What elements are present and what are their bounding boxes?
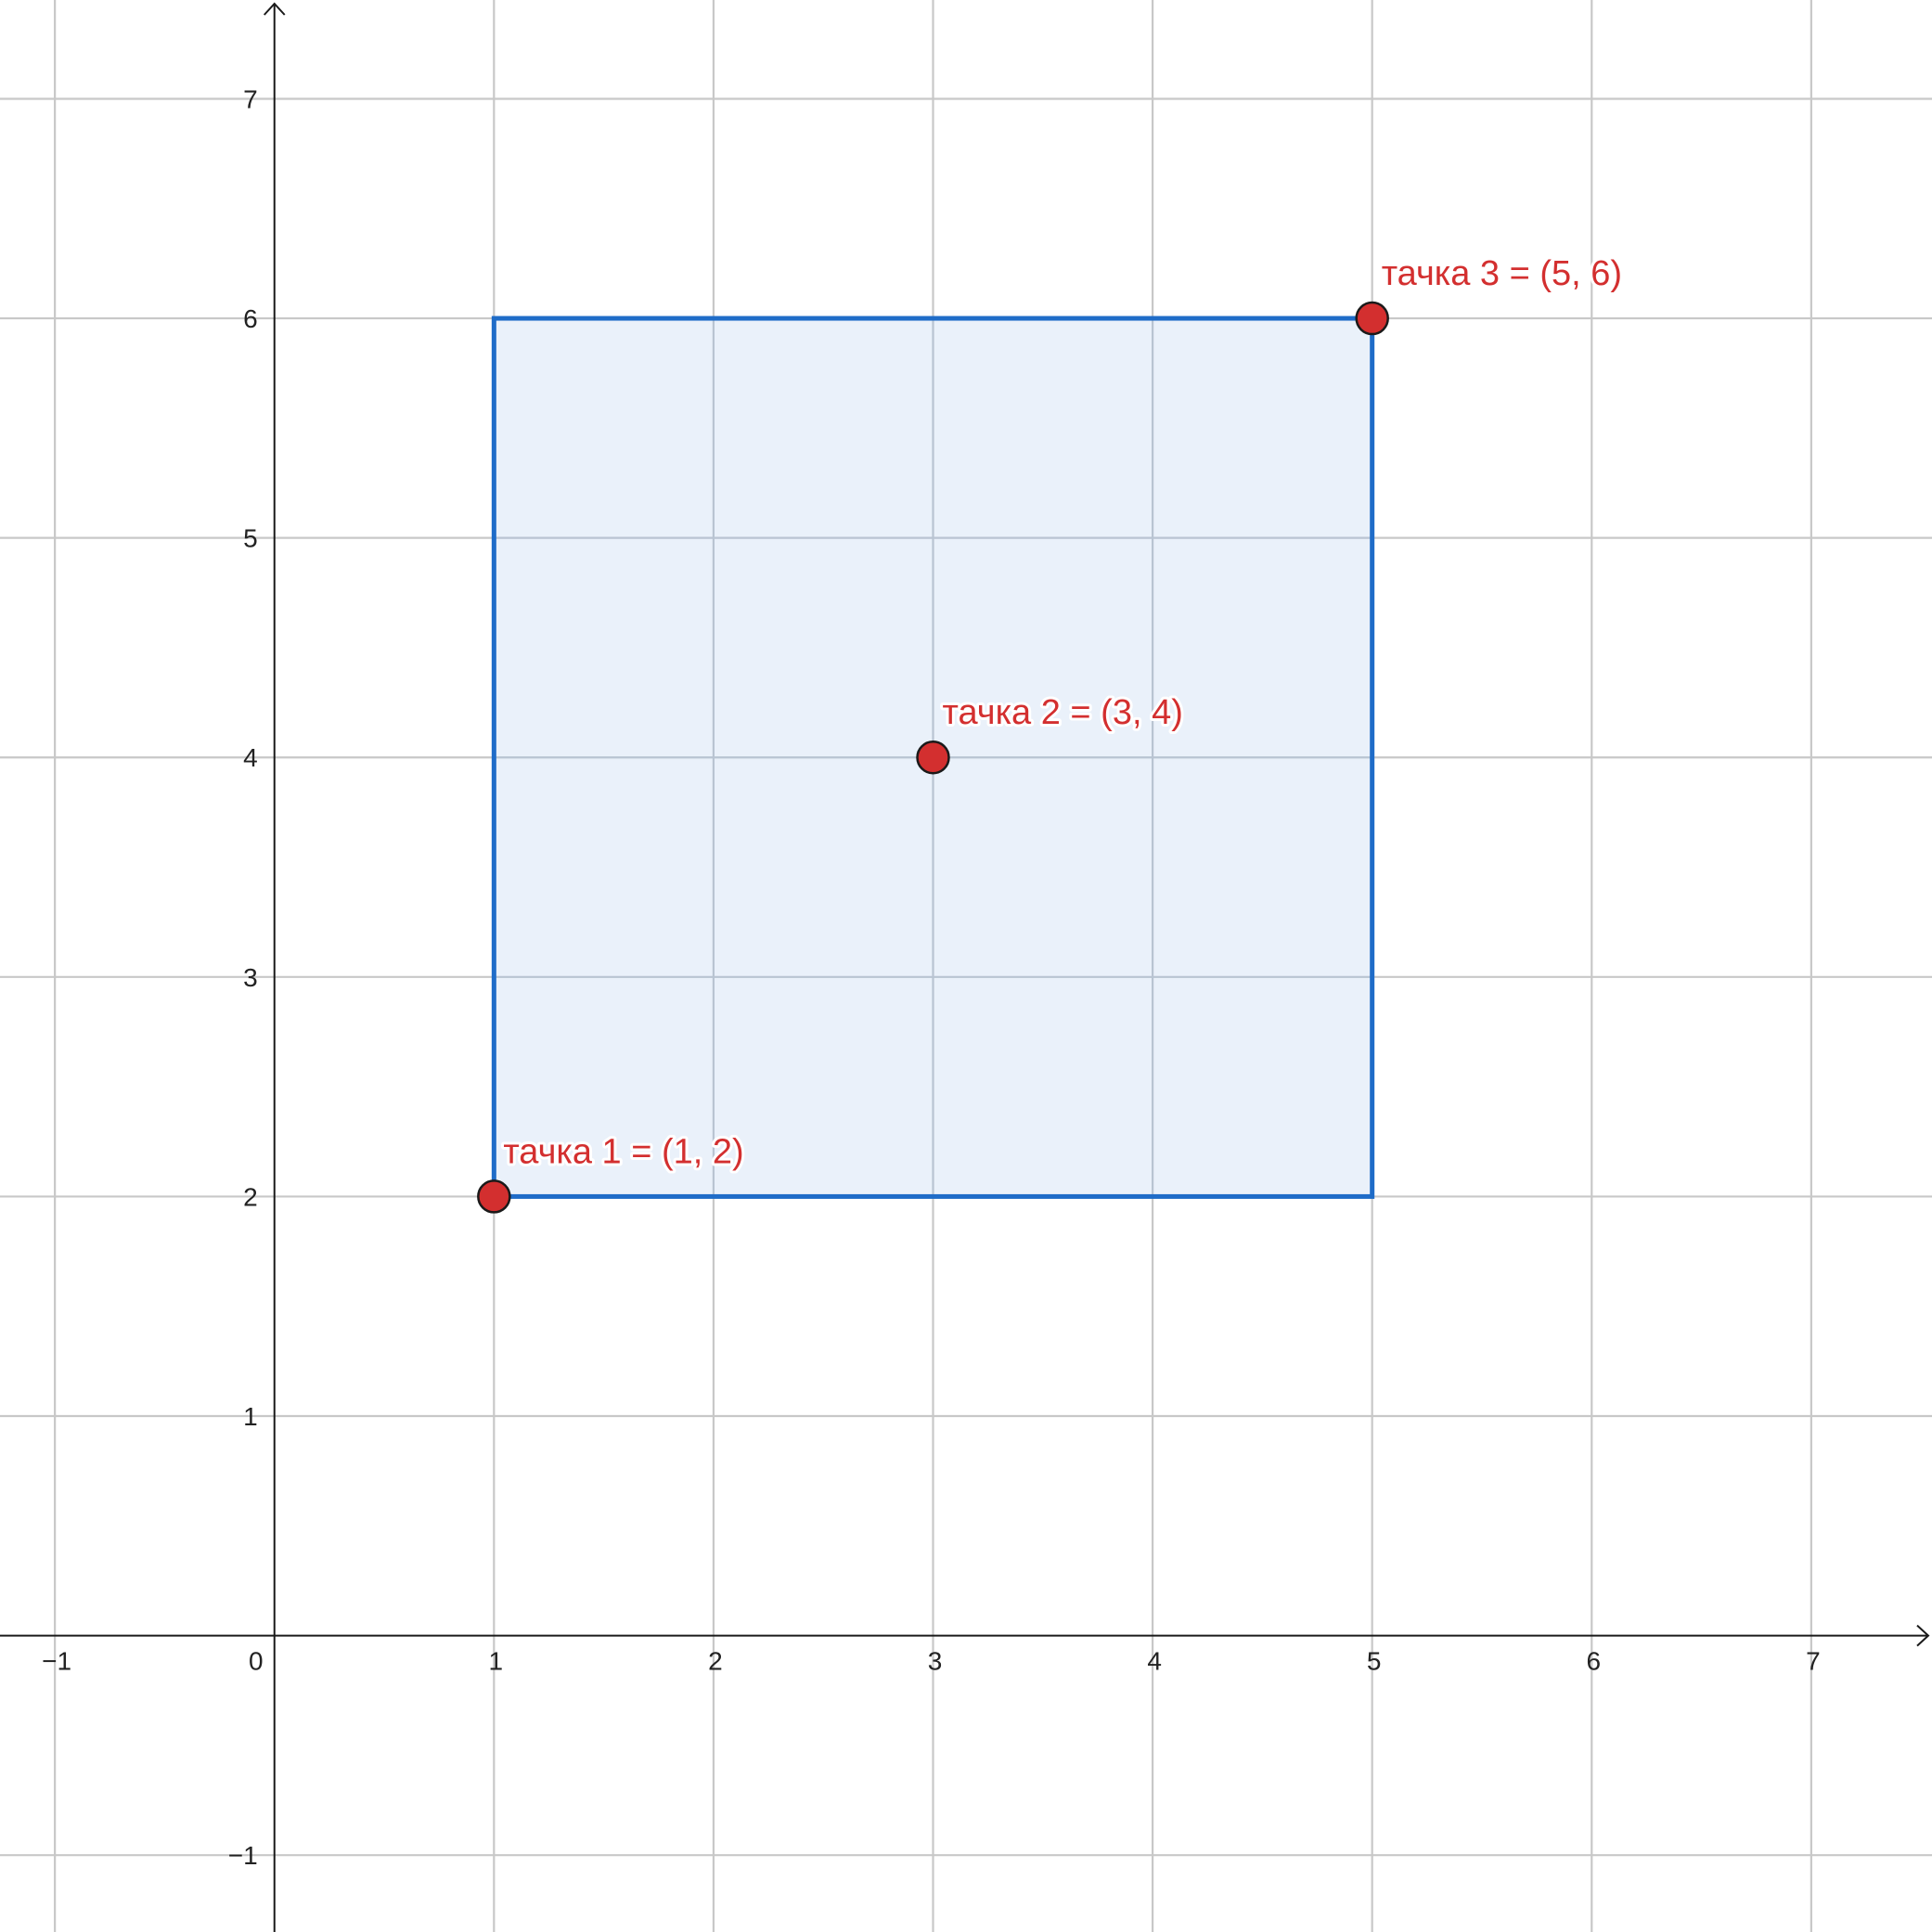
point-label-3: тачка 3 = (5, 6) — [1382, 254, 1622, 293]
x-tick-label: 4 — [1147, 1647, 1162, 1676]
x-tick-label: 5 — [1367, 1647, 1382, 1676]
y-tick-label: 1 — [243, 1402, 258, 1431]
x-tick-label: 3 — [928, 1647, 943, 1676]
point-label-1: тачка 1 = (1, 2) — [503, 1132, 743, 1171]
tick-labels: −1 0 1 2 3 4 5 6 7 −1 1 2 3 4 5 6 7 — [42, 84, 1820, 1870]
y-tick-label: 4 — [243, 743, 258, 772]
point-marker-3 — [1355, 301, 1389, 336]
y-tick-label: 2 — [243, 1182, 258, 1211]
y-axis-arrow-icon — [264, 2, 286, 16]
x-tick-label: 7 — [1806, 1647, 1821, 1676]
y-tick-label: 6 — [243, 304, 258, 333]
point-label-2: тачка 2 = (3, 4) — [943, 693, 1183, 732]
point-marker-1 — [477, 1179, 511, 1214]
point-marker-2 — [916, 740, 950, 775]
y-tick-label: 7 — [243, 84, 258, 113]
points: тачка 1 = (1, 2) тачка 2 = (3, 4) тачка 3 … — [477, 251, 1625, 1214]
x-tick-label: 6 — [1586, 1647, 1601, 1676]
y-tick-label: 5 — [243, 524, 258, 553]
y-tick-label: 3 — [243, 963, 258, 992]
rectangle-outline — [491, 316, 1375, 1199]
x-tick-label: 0 — [249, 1647, 264, 1676]
x-tick-label: 2 — [708, 1647, 723, 1676]
x-tick-label: 1 — [489, 1647, 504, 1676]
x-axis-arrow-icon — [1916, 1624, 1930, 1647]
x-tick-label: −1 — [42, 1647, 71, 1676]
y-tick-label: −1 — [228, 1841, 258, 1870]
